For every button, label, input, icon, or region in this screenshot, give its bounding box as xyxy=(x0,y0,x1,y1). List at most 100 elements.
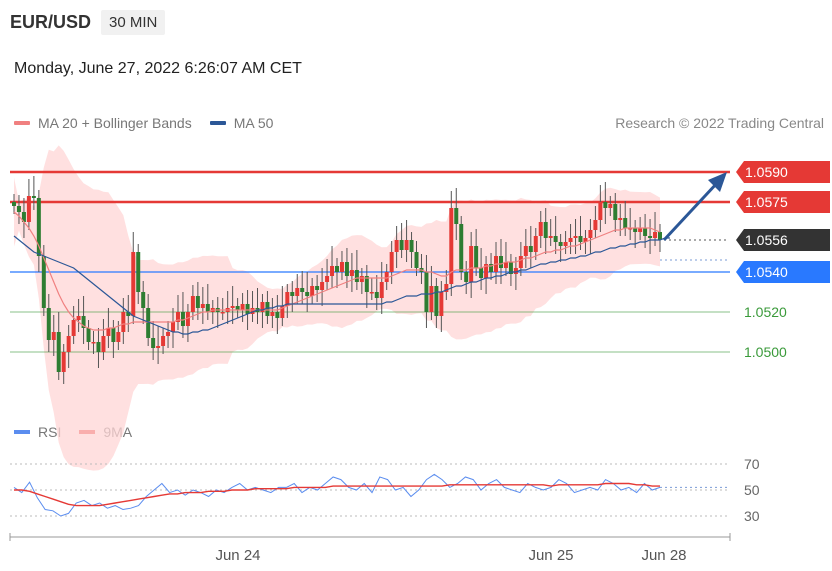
candle-body xyxy=(583,238,588,242)
candle-body xyxy=(71,320,76,336)
candle-body xyxy=(235,306,240,310)
candle-body xyxy=(424,272,429,312)
candle-body xyxy=(315,286,320,290)
candle-body xyxy=(101,336,106,352)
candle-body xyxy=(280,306,285,318)
rsi-series-RSI xyxy=(13,473,661,517)
level-label-1.0500: 1.0500 xyxy=(744,344,787,360)
candle-body xyxy=(543,222,548,238)
candle-body xyxy=(638,228,643,232)
ma50-label: MA 50 xyxy=(233,115,274,131)
x-tick-label: Jun 28 xyxy=(641,547,686,564)
candle-body xyxy=(513,268,518,274)
candle-body xyxy=(111,328,116,342)
candle-body xyxy=(359,276,364,282)
symbol-label: EUR/USD xyxy=(10,12,92,32)
candle-body xyxy=(16,206,21,212)
candle-body xyxy=(623,218,628,228)
x-tick-label: Jun 24 xyxy=(215,547,260,564)
candle-body xyxy=(161,336,166,346)
candle-body xyxy=(116,332,121,342)
candle-body xyxy=(404,240,409,250)
candle-body xyxy=(469,246,474,282)
candle-body xyxy=(26,196,31,222)
candle-body xyxy=(434,286,439,316)
candle-body xyxy=(613,204,618,220)
candle-body xyxy=(41,256,46,308)
level-label-1.0520: 1.0520 xyxy=(744,304,787,320)
level-label-1.0540: 1.0540 xyxy=(745,264,788,280)
candle-body xyxy=(474,246,479,268)
candle-body xyxy=(384,272,389,282)
candle-body xyxy=(21,212,26,222)
candle-body xyxy=(598,202,603,220)
candle-body xyxy=(628,228,633,230)
candle-body xyxy=(76,316,81,320)
candle-body xyxy=(81,316,86,328)
candle-body xyxy=(409,240,414,252)
rsi-tick-30: 30 xyxy=(744,508,760,524)
candle-body xyxy=(603,202,608,208)
candle-body xyxy=(344,262,349,276)
legend-rsi: RSI xyxy=(14,424,61,440)
candle-body xyxy=(300,288,305,292)
candle-body xyxy=(66,336,71,352)
candle-body xyxy=(180,312,185,326)
candle-body xyxy=(658,232,662,240)
candle-body xyxy=(528,246,533,252)
candle-body xyxy=(136,252,141,292)
candle-body xyxy=(265,302,270,316)
candle-body xyxy=(205,304,210,312)
candle-body xyxy=(290,292,295,296)
legend-ma50: MA 50 xyxy=(209,115,274,131)
candle-body xyxy=(141,292,146,308)
candle-body xyxy=(245,304,250,314)
candle-body xyxy=(608,204,613,208)
candle-body xyxy=(151,338,156,348)
rsi-series-9MA xyxy=(14,482,660,507)
candle-body xyxy=(653,232,658,238)
header: EUR/USD 30 MIN xyxy=(10,10,166,35)
candle-body xyxy=(156,346,161,348)
candle-body xyxy=(185,312,190,326)
candle-body xyxy=(568,238,573,242)
candle-body xyxy=(305,292,310,296)
candle-body xyxy=(285,292,290,306)
bollinger-band xyxy=(14,145,660,471)
datetime-label: Monday, June 27, 2022 6:26:07 AM CET xyxy=(14,60,302,77)
candle-body xyxy=(51,332,56,340)
candle-body xyxy=(444,284,449,292)
candle-body xyxy=(394,240,399,252)
candle-body xyxy=(439,292,444,316)
candle-body xyxy=(166,332,171,336)
candle-body xyxy=(86,328,91,342)
candle-body xyxy=(374,292,379,298)
rsi-tick-70: 70 xyxy=(744,456,760,472)
candle-body xyxy=(399,240,404,250)
candle-body xyxy=(126,312,131,316)
candle-body xyxy=(96,342,101,352)
projection-arrowhead xyxy=(708,172,727,192)
candle-body xyxy=(31,196,36,198)
candle-body xyxy=(508,262,513,274)
candle-body xyxy=(573,236,578,238)
candle-body xyxy=(369,292,374,294)
ma20-swatch xyxy=(14,121,30,125)
ma50-line xyxy=(13,235,670,335)
candle-body xyxy=(588,230,593,238)
candle-body xyxy=(459,224,464,272)
candle-body xyxy=(131,252,136,316)
candle-body xyxy=(464,272,469,282)
candle-body xyxy=(270,312,275,316)
candle-body xyxy=(61,352,66,372)
main-legend: MA 20 + Bollinger Bands MA 50 xyxy=(14,115,291,131)
candle-body xyxy=(538,222,543,236)
candle-body xyxy=(36,198,41,256)
timeframe-badge[interactable]: 30 MIN xyxy=(101,10,166,35)
candle-body xyxy=(349,270,354,276)
candle-body xyxy=(593,220,598,230)
level-label-1.0590: 1.0590 xyxy=(745,164,788,180)
candle-body xyxy=(479,268,484,278)
ma20-line xyxy=(13,211,661,331)
